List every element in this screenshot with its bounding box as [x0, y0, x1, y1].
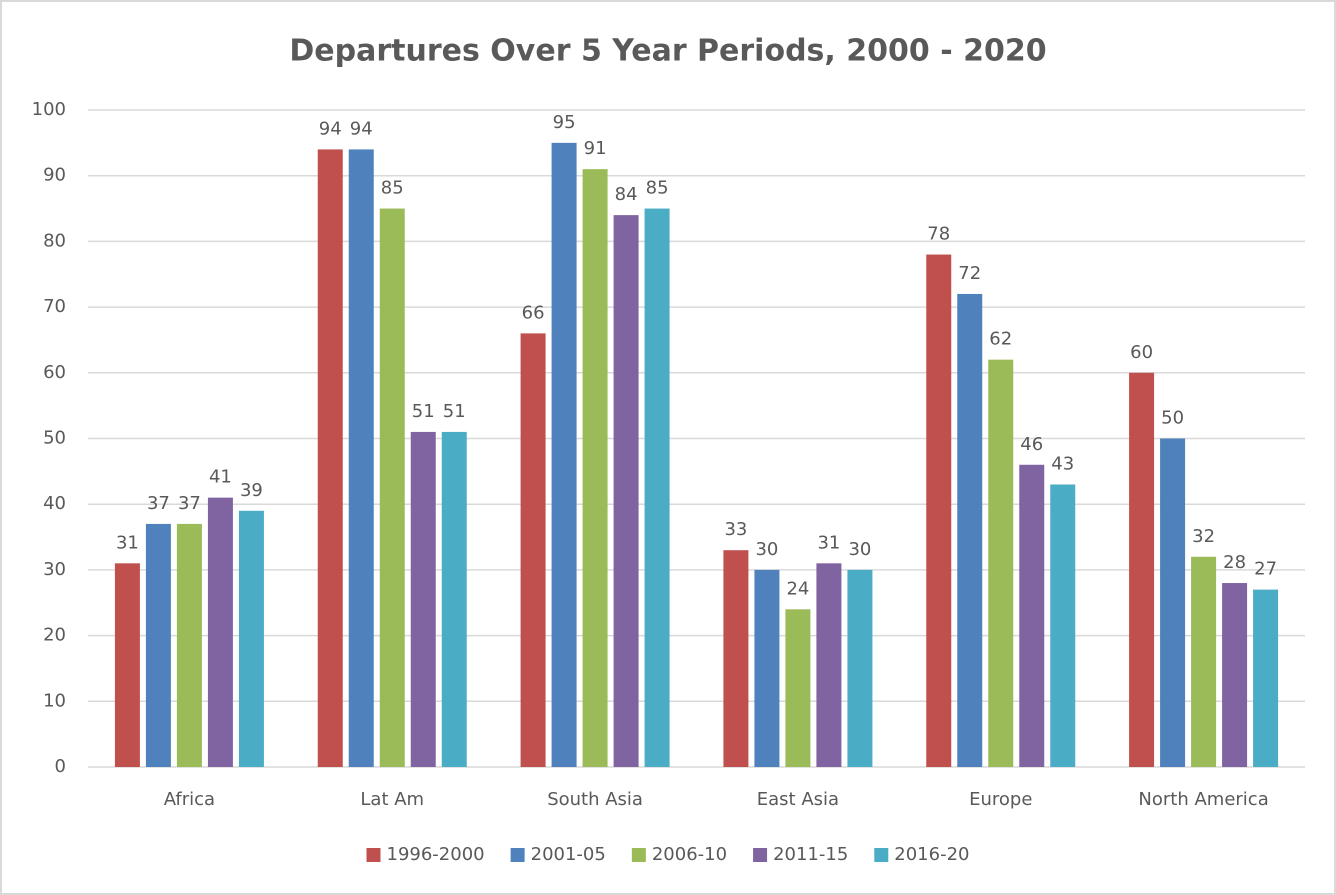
data-label: 94	[319, 118, 342, 139]
data-label: 30	[755, 539, 778, 560]
x-tick-label: North America	[1138, 789, 1268, 810]
data-label: 85	[381, 178, 404, 199]
bar	[1019, 464, 1045, 767]
data-label: 95	[553, 112, 576, 133]
y-tick-label: 100	[32, 99, 66, 120]
bar	[207, 497, 233, 767]
bar	[114, 563, 140, 767]
bar	[1253, 589, 1279, 767]
data-label: 37	[147, 493, 170, 514]
data-label: 51	[412, 401, 435, 422]
y-tick-label: 40	[43, 493, 66, 514]
data-label: 27	[1254, 559, 1277, 580]
bar	[754, 569, 780, 767]
data-label: 46	[1020, 434, 1043, 455]
bar	[1129, 372, 1155, 767]
bar	[410, 431, 436, 767]
data-label: 84	[615, 184, 638, 205]
bar	[145, 523, 171, 767]
legend-label: 1996-2000	[387, 844, 485, 865]
bar	[582, 169, 608, 767]
data-label: 30	[848, 539, 871, 560]
x-tick-label: Europe	[969, 789, 1032, 810]
bar	[379, 208, 405, 768]
y-tick-label: 60	[43, 362, 66, 383]
bar	[348, 149, 374, 768]
bar	[785, 609, 811, 767]
bar	[317, 149, 343, 768]
y-tick-label: 90	[43, 165, 66, 186]
bar	[957, 293, 983, 767]
data-label: 24	[786, 578, 809, 599]
bar	[988, 359, 1014, 767]
bar	[613, 215, 639, 767]
legend-swatch	[510, 848, 525, 862]
legend-swatch	[366, 848, 381, 862]
bar	[520, 333, 546, 767]
bar	[816, 563, 842, 767]
bar	[551, 142, 577, 768]
legend-swatch	[874, 848, 889, 862]
x-tick-label: Africa	[164, 789, 215, 810]
bar	[926, 254, 952, 768]
legend-label: 2011-15	[773, 844, 848, 865]
data-label: 37	[178, 493, 201, 514]
data-label: 32	[1192, 526, 1215, 547]
legend-label: 2001-05	[531, 844, 606, 865]
bar	[847, 569, 873, 767]
data-label: 43	[1051, 453, 1074, 474]
legend-label: 2006-10	[652, 844, 727, 865]
bar	[238, 510, 264, 767]
legend-swatch	[753, 848, 768, 862]
bar	[1160, 438, 1186, 767]
y-tick-label: 50	[43, 428, 66, 449]
bar	[1050, 484, 1076, 767]
data-label: 85	[646, 178, 669, 199]
data-label: 33	[724, 519, 747, 540]
bar	[1222, 583, 1248, 767]
y-tick-label: 10	[43, 690, 66, 711]
bar	[441, 431, 467, 767]
chart-title: Departures Over 5 Year Periods, 2000 - 2…	[289, 34, 1046, 69]
y-tick-label: 30	[43, 559, 66, 580]
bar	[176, 523, 202, 767]
data-label: 72	[958, 263, 981, 284]
data-label: 94	[350, 118, 373, 139]
data-label: 31	[817, 532, 840, 553]
data-label: 50	[1161, 408, 1184, 429]
y-tick-label: 20	[43, 625, 66, 646]
x-tick-label: Lat Am	[360, 789, 424, 810]
legend-swatch	[631, 848, 646, 862]
y-tick-label: 80	[43, 230, 66, 251]
data-label: 28	[1223, 552, 1246, 573]
data-label: 31	[116, 532, 139, 553]
y-tick-label: 0	[55, 756, 66, 777]
data-label: 62	[989, 329, 1012, 350]
data-label: 51	[443, 401, 466, 422]
data-label: 91	[584, 138, 607, 159]
bar	[723, 550, 749, 767]
y-tick-label: 70	[43, 296, 66, 317]
data-label: 39	[240, 480, 263, 501]
bar	[1191, 556, 1217, 767]
x-tick-label: South Asia	[547, 789, 643, 810]
data-label: 41	[209, 467, 232, 488]
data-label: 66	[522, 302, 545, 323]
bar	[644, 208, 670, 768]
data-label: 60	[1130, 342, 1153, 363]
legend-label: 2016-20	[894, 844, 969, 865]
x-tick-label: East Asia	[757, 789, 839, 810]
data-label: 78	[927, 224, 950, 245]
